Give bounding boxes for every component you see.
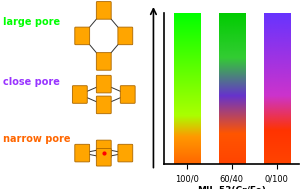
FancyBboxPatch shape [118, 144, 133, 162]
FancyBboxPatch shape [72, 86, 87, 103]
FancyBboxPatch shape [75, 27, 90, 45]
FancyBboxPatch shape [96, 149, 111, 166]
FancyBboxPatch shape [118, 27, 133, 45]
X-axis label: MIL-53(Cr/Fe): MIL-53(Cr/Fe) [197, 186, 266, 189]
Text: close pore: close pore [3, 77, 60, 87]
FancyBboxPatch shape [96, 2, 111, 19]
FancyBboxPatch shape [96, 75, 111, 93]
Text: large pore: large pore [3, 17, 60, 27]
FancyBboxPatch shape [96, 53, 111, 70]
FancyBboxPatch shape [96, 96, 111, 114]
FancyBboxPatch shape [96, 140, 111, 158]
FancyBboxPatch shape [120, 86, 135, 103]
Text: narrow pore: narrow pore [3, 134, 71, 144]
FancyBboxPatch shape [75, 144, 90, 162]
